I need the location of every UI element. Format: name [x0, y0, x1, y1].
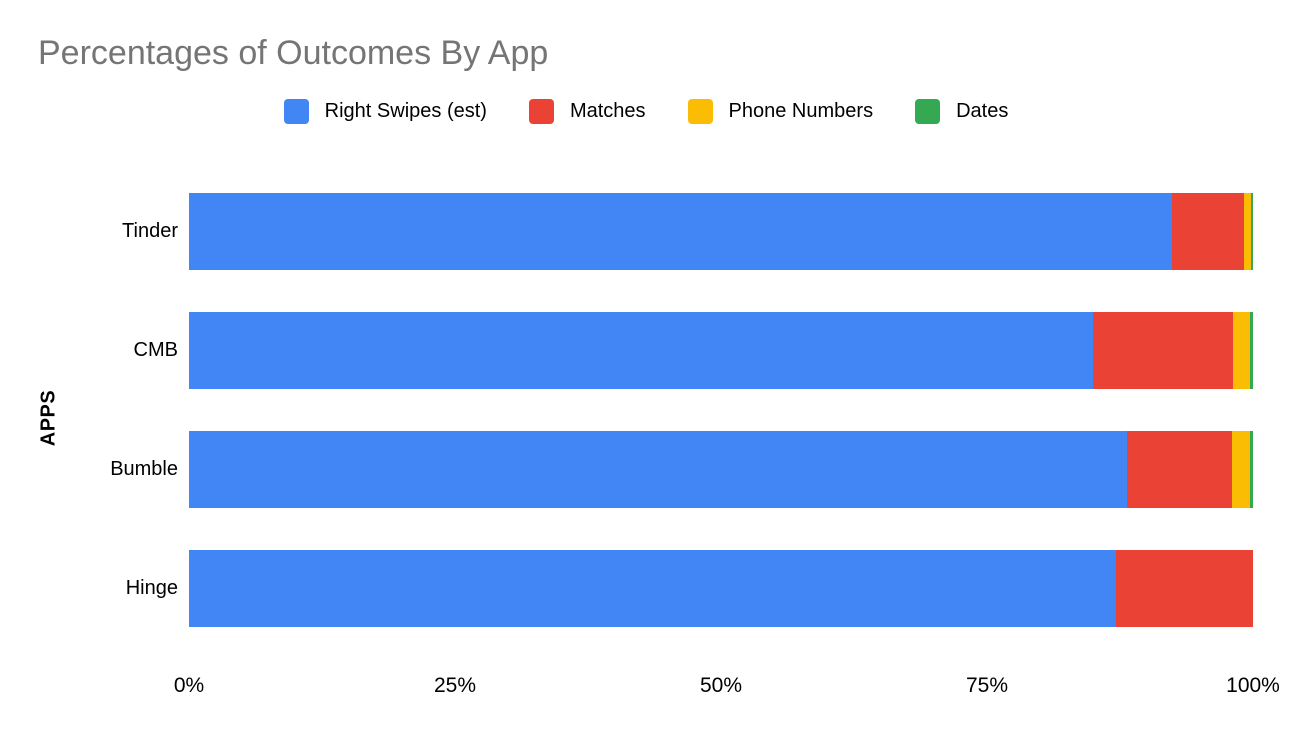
- x-tick-label: 50%: [699, 674, 743, 697]
- legend-item-matches: Matches: [528, 99, 646, 124]
- chart-title: Percentages of Outcomes By App: [38, 34, 549, 72]
- legend-label: Phone Numbers: [728, 100, 874, 122]
- bar-segment-matches: [1172, 193, 1245, 270]
- x-tick-label: 100%: [1226, 674, 1280, 697]
- legend-swatch-phone-numbers: [687, 99, 713, 124]
- bar-row-hinge: Hinge: [0, 550, 1253, 627]
- bar-segment-right-swipes-est: [189, 550, 1116, 627]
- plot-area: Tinder CMB Bumble Hinge: [0, 193, 1253, 627]
- bar-segment-matches: [1093, 312, 1233, 389]
- legend: Right Swipes (est) Matches Phone Numbers Da…: [0, 99, 1292, 124]
- x-tick-label: 0%: [173, 674, 205, 697]
- bar-track-bumble: [189, 431, 1253, 508]
- legend-swatch-dates: [915, 99, 941, 124]
- bar-segment-dates: [1249, 312, 1253, 389]
- bar-segment-dates: [1249, 431, 1253, 508]
- category-label-bumble: Bumble: [110, 458, 178, 480]
- category-label-tinder: Tinder: [122, 220, 178, 242]
- bar-segment-right-swipes-est: [189, 193, 1173, 270]
- legend-swatch-matches: [528, 99, 554, 124]
- bar-track-cmb: [189, 312, 1253, 389]
- category-label-cmb: CMB: [133, 339, 178, 361]
- bar-segment-matches: [1127, 431, 1232, 508]
- legend-item-right-swipes-est: Right Swipes (est): [283, 99, 487, 124]
- legend-label: Right Swipes (est): [324, 100, 487, 122]
- bar-track-hinge: [189, 550, 1253, 627]
- legend-label: Matches: [569, 100, 646, 122]
- bar-segment-phone-numbers: [1244, 193, 1251, 270]
- legend-swatch-right-swipes-est: [283, 99, 309, 124]
- category-label-hinge: Hinge: [125, 577, 178, 599]
- bar-row-cmb: CMB: [0, 312, 1253, 389]
- bar-segment-phone-numbers: [1231, 431, 1250, 508]
- x-axis: 0% 25% 50% 75% 100%: [174, 674, 1280, 704]
- bar-row-tinder: Tinder: [0, 193, 1253, 270]
- bar-segment-phone-numbers: [1232, 312, 1250, 389]
- bar-segment-right-swipes-est: [189, 312, 1094, 389]
- legend-item-dates: Dates: [915, 99, 1008, 124]
- legend-label: Dates: [956, 100, 1009, 122]
- bar-track-tinder: [189, 193, 1253, 270]
- x-tick-label: 75%: [965, 674, 1009, 697]
- bar-segment-dates: [1250, 193, 1253, 270]
- bar-row-bumble: Bumble: [0, 431, 1253, 508]
- legend-item-phone-numbers: Phone Numbers: [687, 99, 874, 124]
- bar-segment-matches: [1115, 550, 1253, 627]
- x-tick-label: 25%: [433, 674, 477, 697]
- bar-segment-right-swipes-est: [189, 431, 1128, 508]
